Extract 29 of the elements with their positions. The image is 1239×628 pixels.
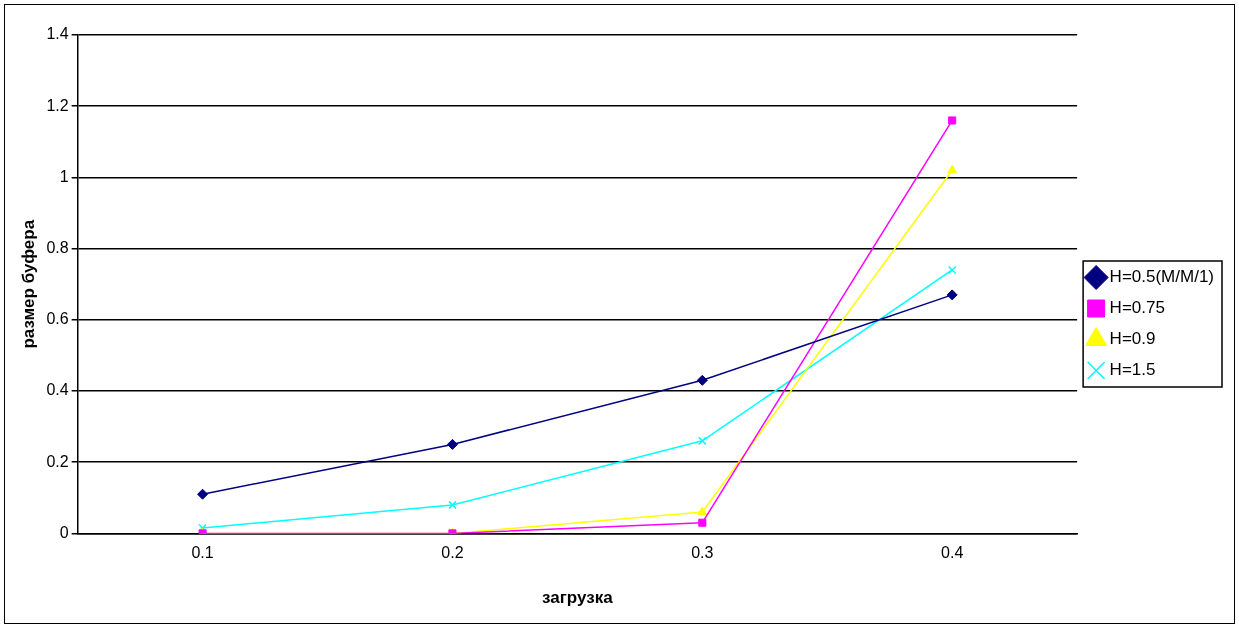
legend-label: H=0.75 [1109,298,1165,318]
y-tick-label: 1.4 [46,25,69,43]
y-tick-label: 0 [59,523,69,541]
x-axis-title: загрузка [542,588,614,608]
point [197,488,209,500]
point [448,500,457,510]
x-tick-label: 0.4 [941,544,964,562]
y-tick-label: 1.2 [46,96,69,114]
y-tick-label: 0.6 [46,310,69,328]
point [946,289,958,301]
point [696,374,708,386]
point [947,164,958,174]
y-tick-label: 0.8 [46,239,69,257]
y-axis-title: размер буфера [18,219,38,349]
y-tick-label: 0.2 [46,452,69,470]
point [948,116,957,125]
x-tick-label: 0.1 [191,544,214,562]
x-tick-label: 0.2 [441,544,464,562]
y-tick-label: 1 [59,167,69,185]
point [698,436,707,446]
legend-label: H=1.5 [1109,360,1156,380]
point [697,506,708,516]
point [947,265,957,275]
point [446,438,458,450]
y-tick-label: 0.4 [46,381,69,399]
point [698,518,707,527]
legend-label: H=0.9 [1109,329,1156,349]
x-tick-label: 0.3 [691,544,714,562]
legend-label: H=0.5(M/M/1) [1109,267,1215,287]
